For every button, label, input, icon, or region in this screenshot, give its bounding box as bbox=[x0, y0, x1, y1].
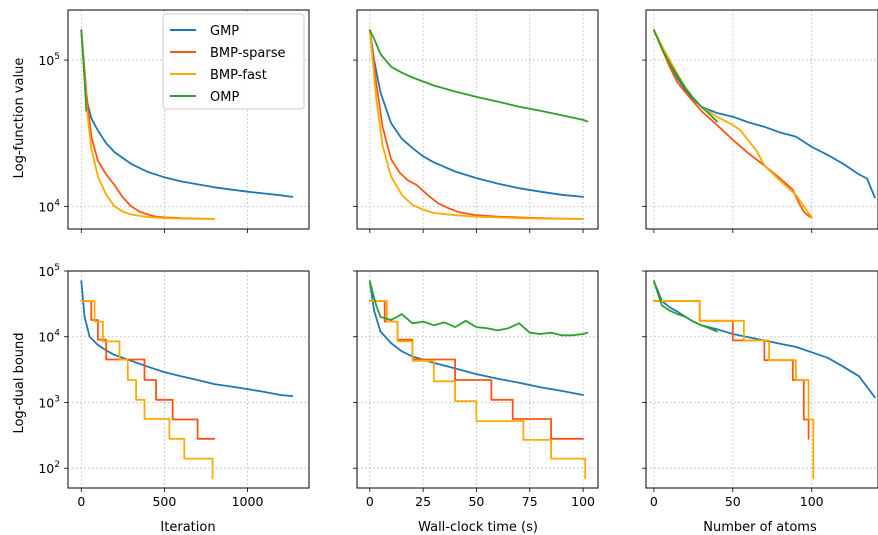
panel-r1-c2: 0 50 100 bbox=[642, 270, 878, 509]
y-tick-label: 105 bbox=[38, 52, 60, 68]
series-gmp bbox=[653, 280, 876, 399]
panel-r0-c2 bbox=[642, 9, 878, 233]
x-tick-label: 1000 bbox=[232, 494, 264, 509]
y-tick-label: 102 bbox=[38, 460, 60, 476]
series-gmp bbox=[80, 280, 294, 397]
legend: GMP BMP-sparse BMP-fast OMP bbox=[162, 13, 305, 110]
legend-label-omp: OMP bbox=[210, 90, 239, 105]
x-axis-label-time: Wall-clock time (s) bbox=[418, 520, 538, 535]
x-tick-label: 25 bbox=[415, 494, 431, 509]
series-omp bbox=[653, 280, 718, 333]
x-tick-label: 0 bbox=[650, 494, 658, 509]
x-axis-label-atoms: Number of atoms bbox=[703, 520, 817, 535]
series-bmp-fast bbox=[368, 29, 584, 220]
x-tick-label: 100 bbox=[800, 494, 824, 509]
series-omp bbox=[368, 29, 589, 123]
panel-r1-c1: 0 25 50 75 100 bbox=[353, 270, 599, 509]
axes-frame bbox=[356, 9, 599, 230]
series-omp bbox=[80, 29, 88, 112]
series-bmp-fast bbox=[368, 300, 587, 480]
x-tick-label: 0 bbox=[366, 494, 374, 509]
x-tick-label: 100 bbox=[571, 494, 595, 509]
series-bmp-fast bbox=[80, 300, 214, 480]
panel-r1-c0: 0 500 1000 102 103 104 105 bbox=[38, 263, 310, 509]
series-group bbox=[80, 29, 294, 220]
series-omp bbox=[653, 29, 718, 123]
axes-frame bbox=[67, 270, 310, 489]
series-gmp bbox=[368, 29, 584, 198]
axes-frame bbox=[645, 9, 878, 230]
series-group bbox=[80, 280, 294, 480]
y-tick-label: 103 bbox=[38, 394, 60, 410]
axes-frame bbox=[67, 9, 310, 230]
x-tick-label: 50 bbox=[468, 494, 484, 509]
y-tick-label: 104 bbox=[38, 329, 60, 345]
series-group bbox=[653, 29, 876, 219]
axes-frame bbox=[356, 270, 599, 489]
series-bmp-fast bbox=[653, 29, 813, 219]
x-tick-label: 50 bbox=[725, 494, 741, 509]
y-axis-label-top: Log-function value bbox=[12, 58, 27, 179]
legend-box bbox=[162, 13, 305, 110]
series-bmp-fast bbox=[653, 300, 815, 480]
series-group bbox=[368, 280, 589, 480]
row-labels: Log-function value Log-dual bound bbox=[12, 58, 27, 434]
x-tick-label: 500 bbox=[152, 494, 176, 509]
panel-r0-c1 bbox=[353, 9, 599, 233]
series-gmp bbox=[368, 280, 584, 396]
panel-r0-c0: 104 105 bbox=[38, 9, 310, 233]
x-tick-label: 0 bbox=[77, 494, 85, 509]
y-tick-label: 105 bbox=[38, 263, 60, 279]
series-gmp bbox=[80, 29, 294, 198]
y-tick-label: 104 bbox=[38, 198, 60, 214]
series-bmp-fast bbox=[80, 29, 216, 220]
x-tick-label: 75 bbox=[522, 494, 538, 509]
legend-label-bmp-fast: BMP-fast bbox=[210, 68, 267, 83]
series-group bbox=[653, 280, 876, 480]
legend-label-gmp: GMP bbox=[210, 24, 239, 39]
axes-frame bbox=[645, 270, 878, 489]
series-group bbox=[368, 29, 589, 220]
x-axis-label-iteration: Iteration bbox=[160, 520, 215, 535]
y-axis-label-bottom: Log-dual bound bbox=[12, 332, 27, 433]
series-bmp-sparse bbox=[80, 300, 216, 440]
legend-label-bmp-sparse: BMP-sparse bbox=[210, 46, 286, 61]
series-gmp bbox=[653, 29, 876, 199]
series-bmp-sparse bbox=[653, 29, 813, 219]
series-omp bbox=[368, 280, 589, 337]
col-labels: Iteration Wall-clock time (s) Number of … bbox=[160, 520, 817, 535]
